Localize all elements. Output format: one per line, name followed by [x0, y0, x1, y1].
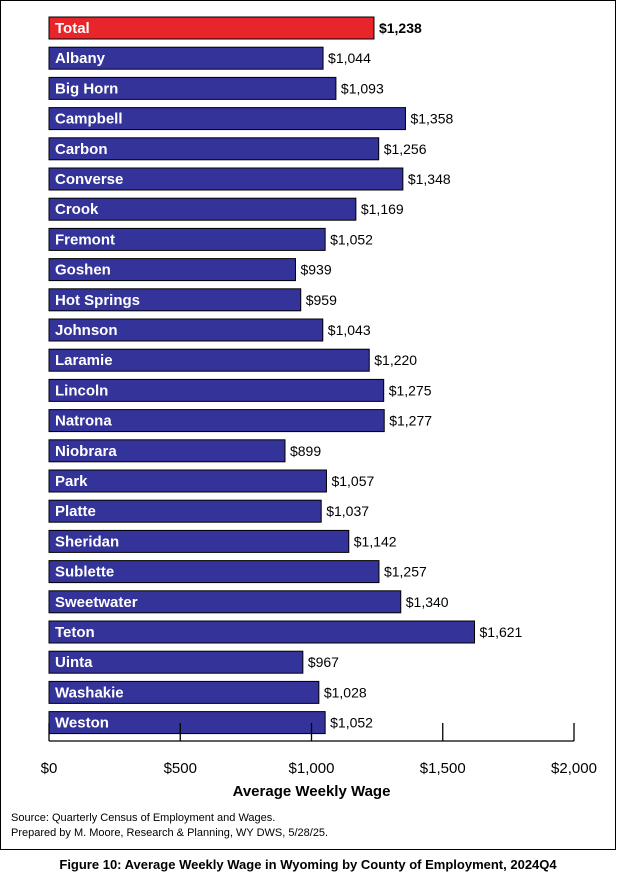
- x-tick-label: $1,000: [289, 760, 335, 777]
- category-label: Platte: [55, 503, 96, 520]
- data-label: $1,621: [480, 624, 523, 640]
- source-line: Source: Quarterly Census of Employment a…: [11, 812, 276, 824]
- bar: [48, 288, 302, 312]
- data-label: $1,052: [330, 231, 373, 247]
- category-label: Total: [55, 20, 90, 37]
- data-label: $1,275: [389, 382, 432, 398]
- data-label: $1,340: [406, 594, 449, 610]
- category-label: Hot Springs: [55, 292, 140, 309]
- bar: [48, 348, 370, 372]
- category-label: Lincoln: [55, 382, 108, 399]
- data-label: $1,093: [341, 80, 384, 96]
- x-tick-label: $0: [41, 760, 58, 777]
- category-label: Sweetwater: [55, 594, 138, 611]
- data-label: $1,028: [324, 684, 367, 700]
- source-note: Source: Quarterly Census of Employment a…: [11, 811, 328, 841]
- data-label: $899: [290, 443, 321, 459]
- category-label: Campbell: [55, 111, 123, 128]
- category-label: Converse: [55, 171, 123, 188]
- bar: [48, 258, 296, 282]
- bar: [48, 378, 385, 402]
- data-label: $1,358: [410, 111, 453, 127]
- bar: [48, 409, 385, 433]
- bar: [48, 318, 324, 342]
- bar: [48, 680, 320, 704]
- data-label: $1,220: [374, 352, 417, 368]
- bar: [48, 469, 327, 493]
- category-label: Fremont: [55, 231, 115, 248]
- data-label: $1,057: [331, 473, 374, 489]
- data-label: $1,277: [389, 413, 432, 429]
- category-label: Johnson: [55, 322, 118, 339]
- data-label: $1,142: [354, 533, 397, 549]
- data-label: $967: [308, 654, 339, 670]
- category-label: Sublette: [55, 564, 114, 581]
- category-label: Uinta: [55, 654, 93, 671]
- category-label: Crook: [55, 201, 99, 218]
- category-label: Park: [55, 473, 88, 490]
- category-label: Sheridan: [55, 533, 119, 550]
- category-label: Albany: [55, 50, 106, 67]
- category-label: Goshen: [55, 262, 111, 279]
- x-tick-label: $500: [164, 760, 197, 777]
- data-label: $1,052: [330, 715, 373, 731]
- category-label: Natrona: [55, 413, 112, 430]
- category-label: Niobrara: [55, 443, 117, 460]
- data-label: $939: [300, 262, 331, 278]
- bar: [48, 650, 304, 674]
- bar: [48, 46, 324, 70]
- bar: [48, 439, 286, 463]
- data-label: $1,348: [408, 171, 451, 187]
- bar: [48, 590, 402, 614]
- category-label: Washakie: [55, 684, 124, 701]
- data-label: $1,257: [384, 564, 427, 580]
- bar: [48, 227, 326, 251]
- chart-frame: Total $1,238 Albany $1,044 Big Horn $1,093 Cam…: [0, 0, 616, 850]
- bar: [48, 197, 357, 221]
- category-label: Big Horn: [55, 80, 118, 97]
- bar: [48, 620, 476, 644]
- x-tick-label: $1,500: [420, 760, 466, 777]
- category-label: Weston: [55, 715, 109, 732]
- category-label: Laramie: [55, 352, 113, 369]
- data-label: $959: [306, 292, 337, 308]
- x-axis-title: Average Weekly Wage: [233, 783, 391, 800]
- bar: [48, 560, 380, 584]
- bar: [48, 167, 404, 191]
- bar-chart: Total $1,238 Albany $1,044 Big Horn $1,093 Cam…: [41, 16, 597, 800]
- figure-caption: Figure 10: Average Weekly Wage in Wyomin…: [59, 857, 557, 872]
- bar: [48, 529, 350, 553]
- bar: [48, 107, 406, 131]
- x-tick-label: $2,000: [551, 760, 597, 777]
- data-label: $1,037: [326, 503, 369, 519]
- bar: [48, 137, 380, 161]
- bar: [48, 76, 337, 100]
- bar: [48, 499, 322, 523]
- data-label: $1,238: [379, 20, 422, 36]
- bar: [48, 711, 326, 735]
- data-label: $1,044: [328, 50, 371, 66]
- data-label: $1,256: [384, 141, 427, 157]
- data-label: $1,169: [361, 201, 404, 217]
- data-label: $1,043: [328, 322, 371, 338]
- prepared-by-line: Prepared by M. Moore, Research & Plannin…: [11, 827, 329, 839]
- bar: [48, 16, 375, 40]
- category-label: Teton: [55, 624, 95, 641]
- category-label: Carbon: [55, 141, 108, 158]
